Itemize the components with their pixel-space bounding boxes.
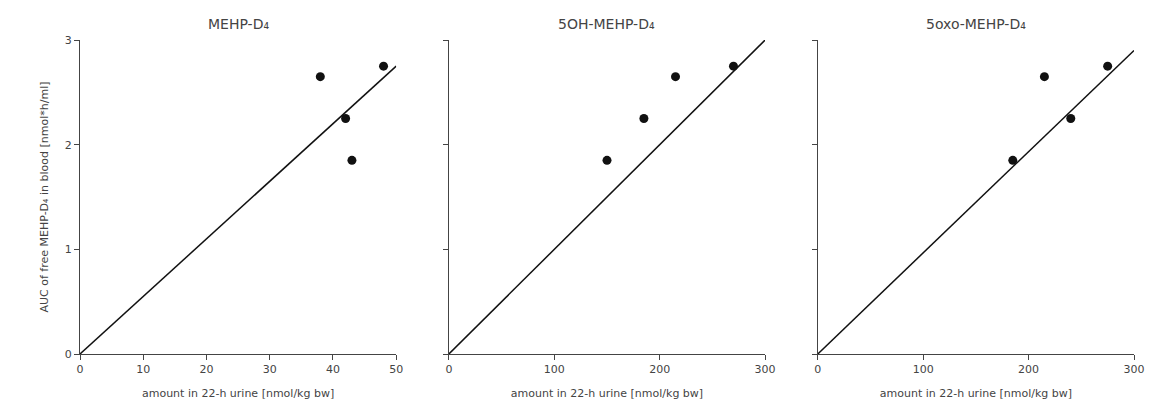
svg-text:300: 300 <box>755 363 776 376</box>
svg-text:0: 0 <box>814 363 821 376</box>
svg-text:1: 1 <box>65 243 72 256</box>
svg-text:5oxo-MEHP-D₄: 5oxo-MEHP-D₄ <box>926 16 1026 32</box>
svg-text:50: 50 <box>389 363 403 376</box>
svg-text:amount in 22-h urine [nmol/kg: amount in 22-h urine [nmol/kg bw] <box>142 387 334 400</box>
svg-text:0: 0 <box>445 363 452 376</box>
svg-text:300: 300 <box>1124 363 1145 376</box>
svg-text:amount in 22-h urine [nmol/kg: amount in 22-h urine [nmol/kg bw] <box>511 387 703 400</box>
svg-text:20: 20 <box>199 363 213 376</box>
svg-text:10: 10 <box>136 363 150 376</box>
svg-text:AUC of free MEHP-D₄ in blood [: AUC of free MEHP-D₄ in blood [nmol*h/ml] <box>38 82 51 313</box>
svg-text:amount in 22-h urine [nmol/kg: amount in 22-h urine [nmol/kg bw] <box>880 387 1072 400</box>
svg-text:0: 0 <box>77 363 84 376</box>
svg-text:200: 200 <box>649 363 670 376</box>
svg-text:MEHP-D₄: MEHP-D₄ <box>208 16 269 32</box>
svg-text:200: 200 <box>1018 363 1039 376</box>
svg-text:100: 100 <box>544 363 565 376</box>
svg-text:2: 2 <box>65 139 72 152</box>
svg-text:100: 100 <box>913 363 934 376</box>
svg-text:40: 40 <box>326 363 340 376</box>
svg-text:3: 3 <box>65 34 72 47</box>
svg-text:30: 30 <box>263 363 277 376</box>
svg-text:0: 0 <box>65 348 72 361</box>
svg-text:5OH-MEHP-D₄: 5OH-MEHP-D₄ <box>558 16 655 32</box>
